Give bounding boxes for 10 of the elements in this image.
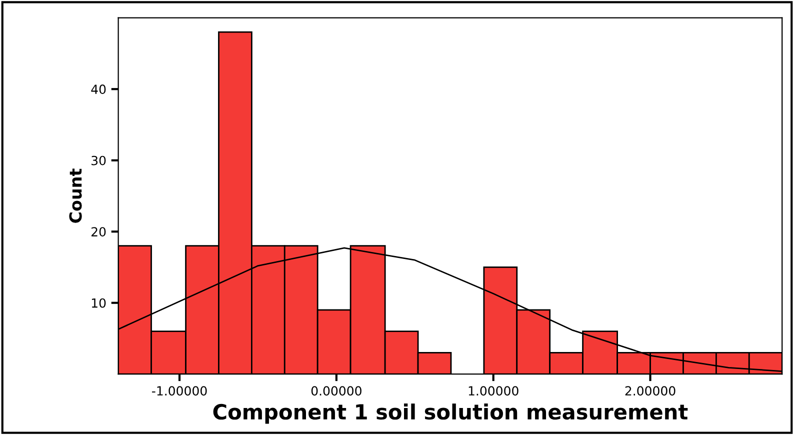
x-axis-title: Component 1 soil solution measurement [213,404,688,424]
y-tick-label: 20 [92,227,106,237]
y-axis-title: Count [69,168,82,223]
y-tick-label: 30 [92,156,106,166]
x-tick-label: 1.00000 [468,386,518,396]
x-tick-label: 2.00000 [625,386,676,396]
x-tick-label: -1.00000 [152,386,207,396]
y-tick-label: 40 [91,84,106,94]
y-tick-label: 10 [92,298,106,308]
x-tick-label: 0.00000 [311,386,362,396]
